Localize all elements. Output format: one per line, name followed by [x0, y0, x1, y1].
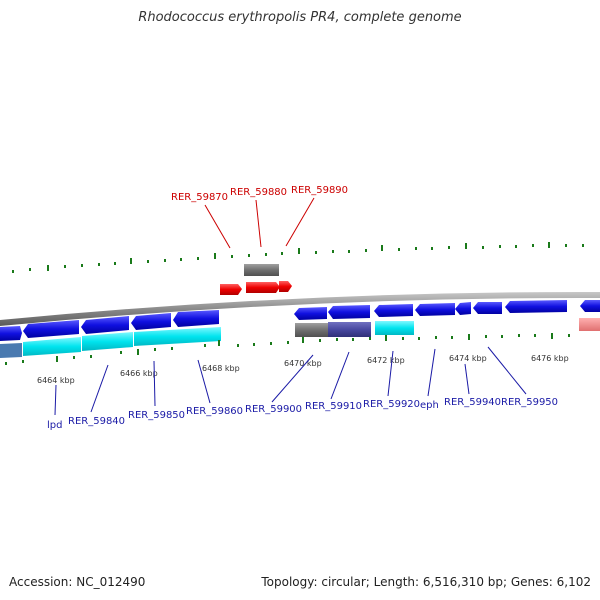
gene-rer-59890[interactable]	[279, 281, 292, 292]
label-lpd[interactable]: lpd	[47, 420, 62, 431]
cds-bar-right[interactable]	[375, 321, 414, 335]
genome-title: Rhodococcus erythropolis PR4, complete g…	[138, 10, 462, 25]
gene-rer-59940[interactable]	[473, 302, 502, 314]
accession-label: Accession: NC_012490	[9, 575, 146, 589]
gene-rer-59920[interactable]	[415, 303, 455, 316]
label-rer-59920[interactable]: RER_59920	[363, 399, 420, 410]
gene-rer-59840[interactable]	[23, 320, 79, 338]
label-rer-59940[interactable]: RER_59940	[444, 397, 501, 408]
gene-rer-59880[interactable]	[246, 282, 280, 293]
gene-rer-59850[interactable]	[81, 316, 129, 334]
label-rer-59860[interactable]: RER_59860	[186, 406, 243, 417]
gene-rer-59910-feature[interactable]	[328, 322, 371, 337]
label-rer-59840[interactable]: RER_59840	[68, 416, 125, 427]
scale-label-6472: 6472 kbp	[367, 356, 405, 365]
genome-info-label: Topology: circular; Length: 6,516,310 bp…	[261, 575, 591, 589]
label-rer-59950[interactable]: RER_59950	[501, 397, 558, 408]
top-leader-lines	[204, 197, 315, 249]
gene-rer-59870[interactable]	[220, 284, 242, 295]
label-rer-59850[interactable]: RER_59850	[128, 410, 185, 421]
pseudo-gene-bottom[interactable]	[295, 323, 328, 337]
label-rer-59870[interactable]: RER_59870	[171, 192, 228, 203]
label-rer-59900[interactable]: RER_59900	[245, 404, 302, 415]
scale-label-6476: 6476 kbp	[531, 354, 569, 363]
label-rer-59880[interactable]: RER_59880	[230, 187, 287, 198]
gene-eph[interactable]	[455, 302, 471, 315]
scale-label-6468: 6468 kbp	[202, 364, 240, 373]
bottom-leader-lines	[54, 346, 527, 416]
cds-bar-left-3[interactable]	[82, 332, 133, 351]
gene-rer-59950[interactable]	[505, 300, 567, 313]
gene-right-edge[interactable]	[580, 300, 600, 312]
cds-bar-left-1[interactable]	[0, 343, 22, 358]
pseudo-gene-top[interactable]	[244, 264, 279, 276]
cds-bar-left-2[interactable]	[23, 337, 81, 356]
label-rer-59890[interactable]: RER_59890	[291, 185, 348, 196]
gene-rer-59900[interactable]	[328, 305, 370, 319]
inner-tick-row	[5, 333, 570, 365]
outer-tick-row	[12, 242, 584, 273]
gene-rer-59900a[interactable]	[294, 307, 327, 320]
cds-bar-left-4[interactable]	[134, 327, 221, 346]
gene-lpd[interactable]	[0, 326, 22, 341]
rna-feature[interactable]	[579, 318, 600, 331]
label-rer-59910[interactable]: RER_59910	[305, 401, 362, 412]
scale-label-6464: 6464 kbp	[37, 376, 75, 385]
gene-rer-59910[interactable]	[374, 304, 413, 317]
genome-backbone	[0, 291, 600, 326]
scale-label-6470: 6470 kbp	[284, 359, 322, 368]
scale-label-6466: 6466 kbp	[120, 369, 158, 378]
scale-label-6474: 6474 kbp	[449, 354, 487, 363]
gene-rer-59850b[interactable]	[131, 313, 171, 330]
label-eph[interactable]: eph	[420, 400, 439, 411]
gene-rer-59860[interactable]	[173, 310, 219, 327]
